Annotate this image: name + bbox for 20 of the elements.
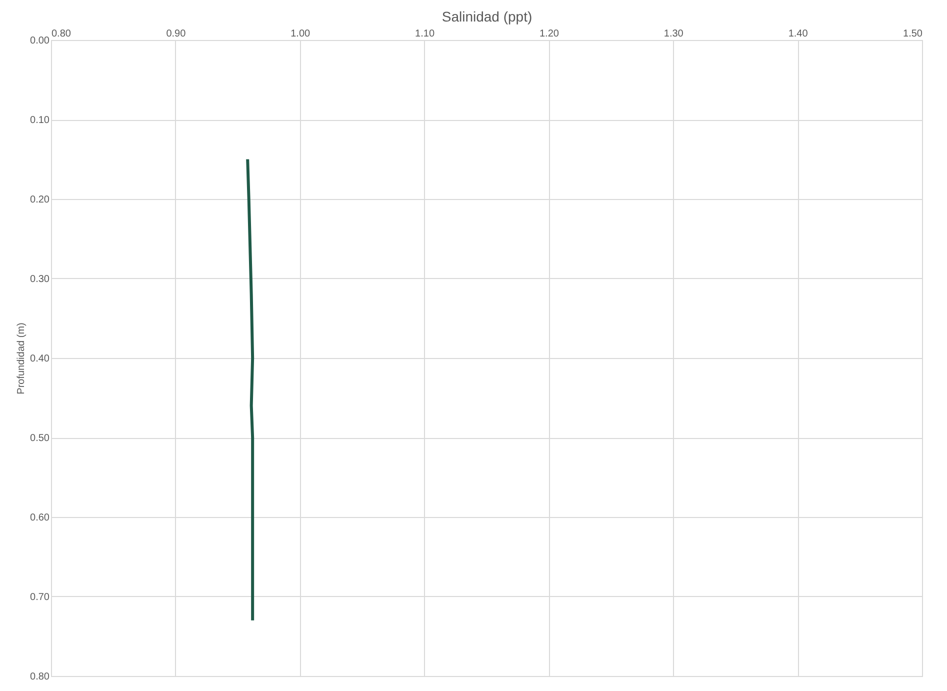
line-series (246, 158, 254, 622)
y-tick-label: 0.10 (30, 115, 50, 126)
x-tick-label: 0.80 (52, 28, 72, 40)
x-tick-label: 1.20 (539, 28, 560, 40)
y-tick-label: 0.40 (30, 354, 50, 364)
y-tick-label: 0.30 (30, 274, 50, 285)
x-axis-title: Salinidad (ppt) (442, 8, 532, 24)
x-tick-label: 0.90 (166, 28, 186, 40)
x-tick-label: 1.50 (903, 28, 923, 40)
y-tick-label: 0.00 (30, 36, 50, 46)
y-tick-label: 0.70 (30, 592, 50, 603)
y-tick-label: 0.20 (30, 194, 50, 206)
y-tick-label: 0.50 (30, 433, 50, 444)
y-tick-label: 0.60 (30, 512, 50, 524)
y-tick-label: 0.80 (30, 672, 50, 682)
x-tick-label: 1.00 (290, 28, 311, 40)
x-tick-label: 1.30 (664, 28, 684, 40)
x-tick-label: 1.10 (415, 28, 435, 40)
x-tick-label: 1.40 (788, 28, 808, 40)
y-axis-title: Profundidad (m) (16, 322, 28, 394)
